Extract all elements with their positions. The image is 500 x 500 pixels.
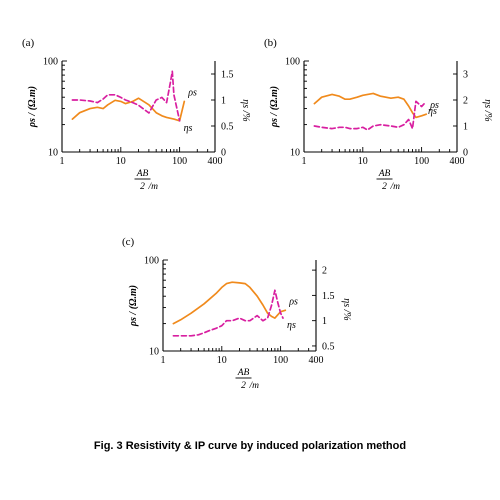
series-label: ηs: [287, 320, 296, 331]
x-tick-label: 10: [217, 355, 227, 366]
x-label-denominator: 2: [140, 182, 145, 192]
x-tick-label: 10: [116, 156, 126, 167]
y-right-tick-label: 1: [463, 122, 468, 133]
y-right-tick-label: 3: [463, 70, 468, 81]
y-right-tick-label: 2: [463, 96, 468, 107]
y-right-tick-label: 0.5: [322, 341, 335, 352]
x-tick-label: 1: [161, 355, 166, 366]
y-left-label: ρs / (Ω.m): [27, 86, 38, 128]
y-right-tick-label: 1.5: [221, 70, 234, 81]
x-tick-label: 400: [208, 156, 223, 167]
series-line-rho: [313, 92, 428, 119]
x-label-unit: /m: [390, 182, 401, 192]
x-tick-label: 400: [450, 156, 465, 167]
y-right-label: ηs /%: [341, 298, 352, 320]
y-left-tick-label: 100: [144, 256, 159, 267]
y-left-label: ρs / (Ω.m): [128, 285, 139, 327]
x-tick-label: 1: [60, 156, 65, 167]
x-label-denominator: 2: [241, 381, 246, 391]
x-label-unit: /m: [148, 182, 159, 192]
y-right-label: ηs /%: [240, 99, 251, 121]
x-label-numerator: AB: [136, 169, 149, 179]
x-label-unit: /m: [249, 381, 260, 391]
panel-label: (a): [22, 37, 35, 49]
series-label: ρs: [288, 296, 298, 307]
series-line-rho: [71, 97, 186, 122]
x-tick-label: 400: [309, 355, 324, 366]
y-left-tick-label: 100: [285, 57, 300, 68]
y-right-tick-label: 2: [322, 266, 327, 277]
series-line-rho: [172, 281, 287, 325]
series-label: ρs: [429, 100, 439, 111]
x-tick-label: 10: [358, 156, 368, 167]
series-line-eta: [172, 289, 284, 337]
series-line-eta: [313, 100, 425, 131]
y-left-tick-label: 100: [43, 57, 58, 68]
y-right-tick-label: 0: [221, 148, 226, 159]
y-right-label: ηs /%: [482, 99, 493, 121]
panel-label: (c): [122, 236, 135, 248]
figure-caption: Fig. 3 Resistivity & IP curve by induced…: [94, 440, 406, 452]
series-line-eta: [71, 70, 181, 122]
x-tick-label: 1: [302, 156, 307, 167]
series-label: ρs: [187, 87, 197, 98]
x-label-numerator: AB: [378, 169, 391, 179]
y-right-tick-label: 1: [221, 96, 226, 107]
y-left-label: ρs / (Ω.m): [269, 86, 280, 128]
x-tick-label: 100: [172, 156, 187, 167]
y-right-tick-label: 0.5: [221, 122, 234, 133]
x-label-denominator: 2: [382, 182, 387, 192]
y-left-tick-label: 10: [149, 347, 159, 358]
panel-label: (b): [264, 37, 277, 49]
x-tick-label: 100: [273, 355, 288, 366]
y-left-tick-label: 10: [290, 148, 300, 159]
x-label-numerator: AB: [237, 368, 250, 378]
x-tick-label: 100: [414, 156, 429, 167]
y-right-tick-label: 1.5: [322, 291, 335, 302]
series-label: ηs: [184, 123, 193, 134]
y-right-tick-label: 1: [322, 316, 327, 327]
y-right-tick-label: 0: [463, 148, 468, 159]
y-left-tick-label: 10: [48, 148, 58, 159]
series-label: ηs: [428, 106, 437, 117]
